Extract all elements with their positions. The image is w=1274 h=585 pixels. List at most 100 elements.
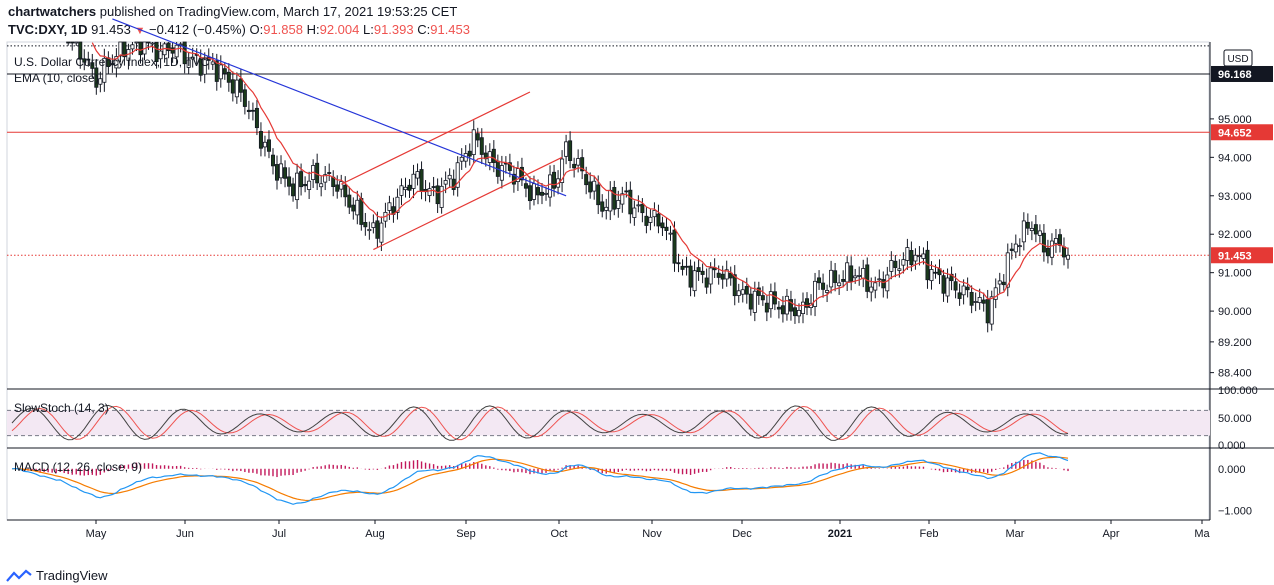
candle bbox=[708, 267, 713, 285]
candle bbox=[628, 189, 633, 215]
candle bbox=[1049, 240, 1054, 258]
ema-legend: EMA (10, close) bbox=[14, 71, 99, 85]
candle bbox=[728, 272, 733, 279]
candle bbox=[242, 89, 247, 107]
candle bbox=[283, 167, 288, 179]
candle bbox=[885, 274, 890, 292]
candle bbox=[519, 166, 524, 181]
candle bbox=[564, 141, 569, 157]
stoch-d-line[interactable] bbox=[11, 405, 1069, 441]
low-label: L: bbox=[363, 22, 374, 37]
candle bbox=[957, 292, 962, 299]
descending-trendline[interactable] bbox=[112, 18, 567, 197]
candle bbox=[604, 206, 609, 211]
channel-lower-line[interactable] bbox=[373, 156, 563, 251]
candle bbox=[130, 44, 135, 50]
candle bbox=[186, 59, 191, 68]
macd-tick-label: 0.000 bbox=[1218, 464, 1246, 476]
candle bbox=[118, 41, 123, 57]
candle bbox=[319, 183, 324, 188]
candle bbox=[861, 268, 866, 279]
candle bbox=[102, 57, 107, 83]
candle bbox=[716, 272, 721, 278]
candle bbox=[190, 56, 195, 60]
price-badge[interactable] bbox=[1211, 124, 1273, 141]
candle bbox=[997, 280, 1002, 285]
candle bbox=[262, 141, 267, 148]
candle bbox=[150, 42, 155, 45]
candle bbox=[66, 41, 71, 44]
price-badge-label: 94.652 bbox=[1218, 127, 1252, 139]
candle bbox=[813, 280, 818, 307]
candle bbox=[949, 273, 954, 282]
candle bbox=[1013, 243, 1018, 253]
candle bbox=[821, 282, 826, 290]
time-tick-label: May bbox=[86, 528, 107, 540]
price-tick-label: 95.000 bbox=[1218, 114, 1252, 126]
candle bbox=[351, 204, 356, 212]
candle bbox=[303, 183, 308, 187]
candle bbox=[202, 59, 207, 75]
candle bbox=[660, 222, 665, 229]
candle bbox=[921, 253, 926, 259]
candle bbox=[415, 171, 420, 179]
candle bbox=[479, 137, 484, 155]
time-tick-label: Mar bbox=[1006, 528, 1025, 540]
candle bbox=[965, 286, 970, 291]
price-tick-label: 94.000 bbox=[1218, 152, 1252, 164]
candle bbox=[98, 78, 103, 85]
candle bbox=[1061, 246, 1066, 258]
ema-line[interactable] bbox=[91, 42, 1069, 307]
candle bbox=[359, 198, 364, 225]
candle bbox=[873, 282, 878, 291]
candle bbox=[507, 162, 512, 171]
price-tick-label: 92.000 bbox=[1218, 229, 1252, 241]
candle bbox=[624, 190, 629, 193]
time-tick-label: Apr bbox=[1102, 528, 1119, 540]
price-badge[interactable] bbox=[1211, 247, 1273, 264]
candle bbox=[764, 302, 769, 313]
candle bbox=[471, 129, 476, 155]
candle bbox=[720, 273, 725, 280]
candle bbox=[535, 187, 540, 196]
candle bbox=[961, 285, 966, 296]
candle bbox=[676, 262, 681, 265]
candle bbox=[552, 171, 557, 189]
candle bbox=[576, 158, 581, 166]
time-tick-label: Dec bbox=[732, 528, 752, 540]
candle bbox=[905, 247, 910, 261]
candle bbox=[540, 191, 545, 196]
time-tick-label: Jul bbox=[272, 528, 286, 540]
candle bbox=[459, 156, 464, 162]
candle bbox=[407, 184, 412, 191]
macd-signal-line[interactable] bbox=[11, 456, 1069, 502]
candle bbox=[869, 286, 874, 293]
macd-line[interactable] bbox=[11, 452, 1069, 505]
candle bbox=[945, 277, 950, 297]
candle bbox=[736, 290, 741, 296]
candle bbox=[644, 215, 649, 226]
candle bbox=[973, 301, 978, 303]
candle bbox=[909, 250, 914, 266]
price-badge-label: 96.168 bbox=[1218, 69, 1252, 81]
channel-upper-line[interactable] bbox=[340, 91, 531, 185]
candle bbox=[640, 203, 645, 214]
candle bbox=[523, 183, 528, 189]
price-tick-label: 93.000 bbox=[1218, 191, 1252, 203]
stoch-k-line[interactable] bbox=[11, 404, 1069, 441]
tradingview-footer[interactable]: TradingView bbox=[6, 568, 108, 583]
candle bbox=[419, 169, 424, 192]
candle bbox=[1009, 248, 1014, 251]
candle bbox=[692, 270, 697, 292]
candle bbox=[295, 172, 300, 201]
stoch-tick-label: 100.000 bbox=[1218, 385, 1258, 397]
candle bbox=[182, 41, 187, 65]
publisher-name[interactable]: chartwatchers bbox=[8, 4, 97, 19]
candle bbox=[307, 180, 312, 190]
candle bbox=[475, 133, 480, 141]
candle bbox=[515, 168, 520, 183]
candle bbox=[1037, 230, 1042, 236]
price-badge-label: 91.453 bbox=[1218, 250, 1252, 262]
price-badge[interactable] bbox=[1211, 65, 1273, 82]
